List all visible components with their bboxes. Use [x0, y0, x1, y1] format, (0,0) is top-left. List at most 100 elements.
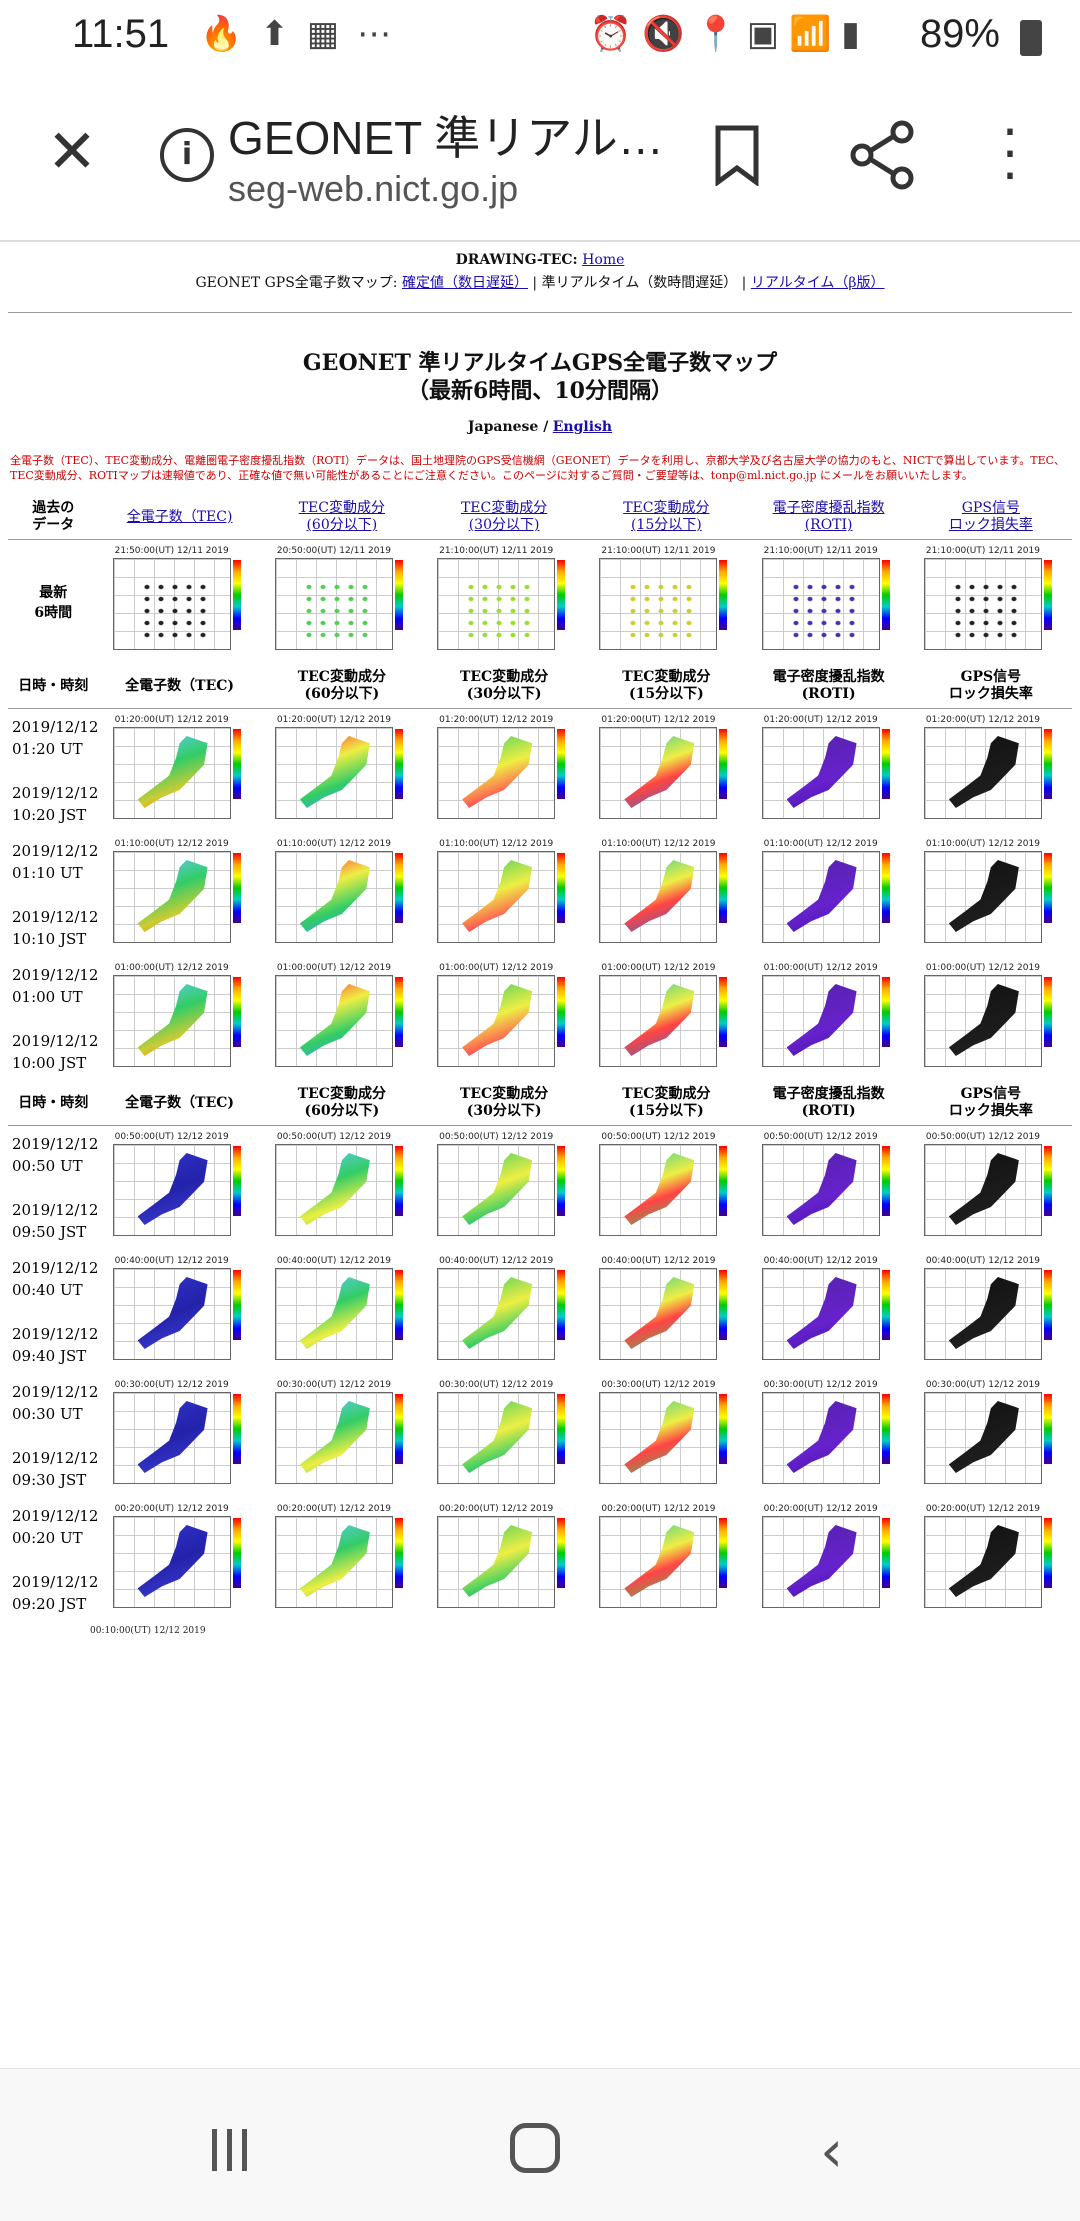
latest-map-cell[interactable]: 20:50:00(UT) 12/11 2019 [261, 540, 423, 665]
latest-map-lol: 21:10:00(UT) 12/11 2019 [916, 546, 1066, 654]
map-cell[interactable]: 01:10:00(UT) 12/12 2019 [98, 833, 260, 957]
map-cell[interactable]: 00:50:00(UT) 12/12 2019 [423, 1126, 585, 1251]
battery-icon [1020, 20, 1042, 56]
latest-map-cell[interactable]: 21:10:00(UT) 12/11 2019 [585, 540, 747, 665]
site-header: DRAWING-TEC: Home [0, 252, 1080, 268]
map-cell[interactable]: 00:30:00(UT) 12/12 2019 [261, 1374, 423, 1498]
map-cell[interactable]: 00:30:00(UT) 12/12 2019 [423, 1374, 585, 1498]
table-header: 日時・時刻 全電子数（TEC) TEC変動成分 (60分以下) TEC変動成分 (3… [8, 664, 1072, 709]
past-tec60-link[interactable]: TEC変動成分 (60分以下) [298, 500, 385, 533]
page-url[interactable]: seg-web.nict.go.jp [228, 168, 519, 209]
map-cell[interactable]: 00:50:00(UT) 12/12 2019 [98, 1126, 260, 1251]
map-cell[interactable]: 00:30:00(UT) 12/12 2019 [585, 1374, 747, 1498]
past-data-header: 過去の データ 全電子数（TEC) TEC変動成分 (60分以下) TEC変動成分(… [8, 495, 1072, 540]
past-roti-link[interactable]: 電子密度擾乱指数 (ROTI) [772, 500, 885, 533]
map-cell[interactable]: 01:10:00(UT) 12/12 2019 [261, 833, 423, 957]
lang-english-link[interactable]: English [552, 419, 613, 435]
row-datetime: 2019/12/12 01:00 UT 2019/12/12 10:00 JST [12, 966, 99, 1072]
map-cell[interactable]: 01:00:00(UT) 12/12 2019 [910, 957, 1072, 1081]
past-lol-link[interactable]: GPS信号 ロック損失率 [948, 500, 1033, 533]
table-rows-group1: 2019/12/12 01:20 UT 2019/12/12 10:20 JST 01:… [8, 709, 1072, 1082]
map-cell[interactable]: 01:20:00(UT) 12/12 2019 [261, 709, 423, 834]
map-cell[interactable]: 00:40:00(UT) 12/12 2019 [423, 1250, 585, 1374]
map-cell[interactable]: 01:00:00(UT) 12/12 2019 [261, 957, 423, 1081]
close-icon[interactable]: ✕ [46, 117, 98, 187]
map-cell[interactable]: 00:50:00(UT) 12/12 2019 [910, 1126, 1072, 1251]
past-tec15-link[interactable]: TEC変動成分 (15分以下) [623, 500, 710, 533]
map-cell[interactable]: 01:00:00(UT) 12/12 2019 [423, 957, 585, 1081]
latest-map-roti: 21:10:00(UT) 12/11 2019 [754, 546, 904, 654]
more-options-icon[interactable]: · · · [1001, 103, 1019, 207]
map-roti: 01:10:00(UT) 12/12 2019 [754, 839, 904, 947]
table-header-repeat: 日時・時刻 全電子数（TEC) TEC変動成分 (60分以下) TEC変動成分 (3… [8, 1081, 1072, 1126]
map-cell[interactable]: 00:50:00(UT) 12/12 2019 [747, 1126, 909, 1251]
map-cell[interactable]: 00:40:00(UT) 12/12 2019 [747, 1250, 909, 1374]
map-cell[interactable]: 00:40:00(UT) 12/12 2019 [261, 1250, 423, 1374]
map-cell[interactable]: 01:00:00(UT) 12/12 2019 [585, 957, 747, 1081]
map-cell[interactable]: 00:50:00(UT) 12/12 2019 [261, 1126, 423, 1251]
home-link[interactable]: Home [582, 252, 625, 268]
bookmark-icon[interactable] [712, 124, 762, 186]
map-cell[interactable]: 00:40:00(UT) 12/12 2019 [585, 1250, 747, 1374]
map-cell[interactable]: 00:20:00(UT) 12/12 2019 [261, 1498, 423, 1622]
back-icon[interactable]: ‹ [820, 2117, 844, 2185]
info-icon[interactable]: i [160, 128, 214, 182]
past-tec30-link[interactable]: TEC変動成分 (30分以下) [460, 500, 548, 533]
table-row: 2019/12/12 00:40 UT 2019/12/12 09:40 JST 00:… [8, 1250, 1072, 1374]
map-tec60: 00:30:00(UT) 12/12 2019 [267, 1380, 417, 1488]
browser-toolbar: ✕ i GEONET 準リアル… seg-web.nict.go.jp · · · [0, 72, 1080, 242]
map-cell[interactable]: 00:30:00(UT) 12/12 2019 [910, 1374, 1072, 1498]
map-cell[interactable]: 00:40:00(UT) 12/12 2019 [98, 1250, 260, 1374]
map-cell[interactable]: 01:00:00(UT) 12/12 2019 [98, 957, 260, 1081]
nav-realtime-link[interactable]: リアルタイム（β版） [750, 275, 885, 291]
map-cell[interactable]: 01:10:00(UT) 12/12 2019 [423, 833, 585, 957]
row-datetime: 2019/12/12 00:50 UT 2019/12/12 09:50 JST [12, 1135, 99, 1241]
past-tec-link[interactable]: 全電子数（TEC) [126, 508, 233, 525]
map-cell[interactable]: 00:30:00(UT) 12/12 2019 [747, 1374, 909, 1498]
latest-map-cell[interactable]: 21:10:00(UT) 12/11 2019 [423, 540, 585, 665]
map-cell[interactable]: 01:20:00(UT) 12/12 2019 [423, 709, 585, 834]
latest-map-cell[interactable]: 21:50:00(UT) 12/11 2019 [98, 540, 260, 665]
map-cell[interactable]: 01:10:00(UT) 12/12 2019 [910, 833, 1072, 957]
map-tec: 00:50:00(UT) 12/12 2019 [105, 1132, 255, 1240]
share-icon[interactable] [848, 120, 918, 190]
map-cell[interactable]: 00:40:00(UT) 12/12 2019 [910, 1250, 1072, 1374]
latest-map-cell[interactable]: 21:10:00(UT) 12/11 2019 [910, 540, 1072, 665]
map-tec60: 01:10:00(UT) 12/12 2019 [267, 839, 417, 947]
map-cell[interactable]: 01:00:00(UT) 12/12 2019 [747, 957, 909, 1081]
latest-map-cell[interactable]: 21:10:00(UT) 12/11 2019 [747, 540, 909, 665]
map-tec30: 00:20:00(UT) 12/12 2019 [429, 1504, 579, 1612]
map-cell[interactable]: 01:20:00(UT) 12/12 2019 [910, 709, 1072, 834]
map-lol: 01:00:00(UT) 12/12 2019 [916, 963, 1066, 1071]
map-tec: 00:30:00(UT) 12/12 2019 [105, 1380, 255, 1488]
row-datetime: 2019/12/12 01:20 UT 2019/12/12 10:20 JST [12, 718, 99, 824]
recent-apps-icon[interactable] [208, 2127, 252, 2173]
map-roti: 00:20:00(UT) 12/12 2019 [754, 1504, 904, 1612]
latest-map-tec15: 21:10:00(UT) 12/11 2019 [591, 546, 741, 654]
map-tec30: 01:10:00(UT) 12/12 2019 [429, 839, 579, 947]
map-tec15: 00:50:00(UT) 12/12 2019 [591, 1132, 741, 1240]
map-cell[interactable]: 00:20:00(UT) 12/12 2019 [747, 1498, 909, 1622]
map-cell[interactable]: 00:20:00(UT) 12/12 2019 [585, 1498, 747, 1622]
map-cell[interactable]: 01:20:00(UT) 12/12 2019 [98, 709, 260, 834]
map-cell[interactable]: 00:30:00(UT) 12/12 2019 [98, 1374, 260, 1498]
lang-japanese: Japanese / [467, 419, 549, 435]
map-cell[interactable]: 01:10:00(UT) 12/12 2019 [585, 833, 747, 957]
map-tec: 01:10:00(UT) 12/12 2019 [105, 839, 255, 947]
map-cell[interactable]: 00:50:00(UT) 12/12 2019 [585, 1126, 747, 1251]
map-cell[interactable]: 01:10:00(UT) 12/12 2019 [747, 833, 909, 957]
map-lol: 00:20:00(UT) 12/12 2019 [916, 1504, 1066, 1612]
home-icon[interactable] [510, 2123, 560, 2173]
map-cell[interactable]: 00:20:00(UT) 12/12 2019 [423, 1498, 585, 1622]
map-cell[interactable]: 01:20:00(UT) 12/12 2019 [585, 709, 747, 834]
map-tec60: 00:40:00(UT) 12/12 2019 [267, 1256, 417, 1364]
main-title-line2: （最新6時間、10分間隔） [407, 378, 673, 404]
map-cell[interactable]: 01:20:00(UT) 12/12 2019 [747, 709, 909, 834]
map-tec60: 00:50:00(UT) 12/12 2019 [267, 1132, 417, 1240]
status-time: 11:51 [72, 12, 170, 56]
map-tec30: 00:50:00(UT) 12/12 2019 [429, 1132, 579, 1240]
notification-icons: 🔥⬆▦⋯ [200, 14, 409, 54]
map-cell[interactable]: 00:20:00(UT) 12/12 2019 [98, 1498, 260, 1622]
map-cell[interactable]: 00:20:00(UT) 12/12 2019 [910, 1498, 1072, 1622]
nav-final-values-link[interactable]: 確定値（数日遅延） [401, 275, 528, 291]
